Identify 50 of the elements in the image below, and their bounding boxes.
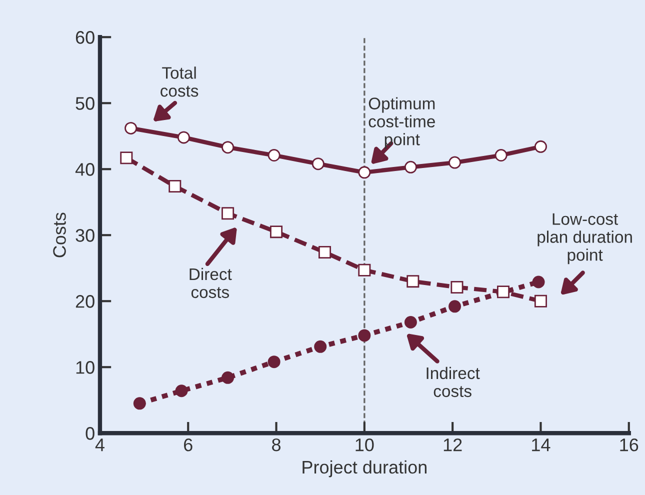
point xyxy=(497,286,510,298)
point xyxy=(404,160,417,174)
x-tick-label: 16 xyxy=(620,438,638,452)
point xyxy=(120,152,133,164)
point xyxy=(534,140,547,153)
point xyxy=(406,275,420,288)
point xyxy=(168,180,182,193)
point xyxy=(494,149,508,162)
point xyxy=(312,158,324,170)
point xyxy=(314,340,327,353)
point xyxy=(177,131,190,144)
point xyxy=(268,356,280,368)
point xyxy=(222,371,234,384)
x-tick-label: 4 xyxy=(95,438,104,452)
point xyxy=(124,122,138,134)
y-tick-label: 0 xyxy=(86,427,94,440)
point xyxy=(448,156,462,169)
point xyxy=(450,281,464,294)
annotation: Direct costs xyxy=(190,268,232,298)
x-tick-label: 12 xyxy=(444,438,462,452)
point xyxy=(404,316,417,328)
point xyxy=(534,294,547,308)
x-tick-label: 14 xyxy=(532,438,550,452)
y-tick-label: 20 xyxy=(76,295,94,308)
x-axis-title: Project duration xyxy=(302,460,426,478)
point xyxy=(318,246,332,259)
y-tick-label: 50 xyxy=(76,97,94,110)
annotation: Low-cost plan duration point xyxy=(538,213,632,264)
annotation: Indirect costs xyxy=(426,366,480,398)
y-tick-label: 60 xyxy=(76,31,94,44)
point xyxy=(222,207,234,220)
annotation: Total costs xyxy=(160,66,198,97)
x-tick-label: 8 xyxy=(272,438,281,452)
point xyxy=(358,166,371,179)
point xyxy=(175,384,188,398)
y-tick-label: 30 xyxy=(76,229,94,242)
y-tick-label: 10 xyxy=(76,361,94,374)
point xyxy=(268,149,280,162)
point xyxy=(222,141,234,154)
y-axis-title: Costs xyxy=(53,212,66,258)
point xyxy=(448,300,462,313)
annotation: Optimum cost-time point xyxy=(368,97,435,149)
point xyxy=(133,397,146,410)
x-tick-label: 6 xyxy=(184,438,192,452)
point xyxy=(358,329,371,342)
point xyxy=(270,226,283,238)
x-tick-label: 10 xyxy=(356,438,374,452)
point xyxy=(532,276,545,288)
y-tick-label: 40 xyxy=(75,163,94,176)
point xyxy=(358,264,371,276)
